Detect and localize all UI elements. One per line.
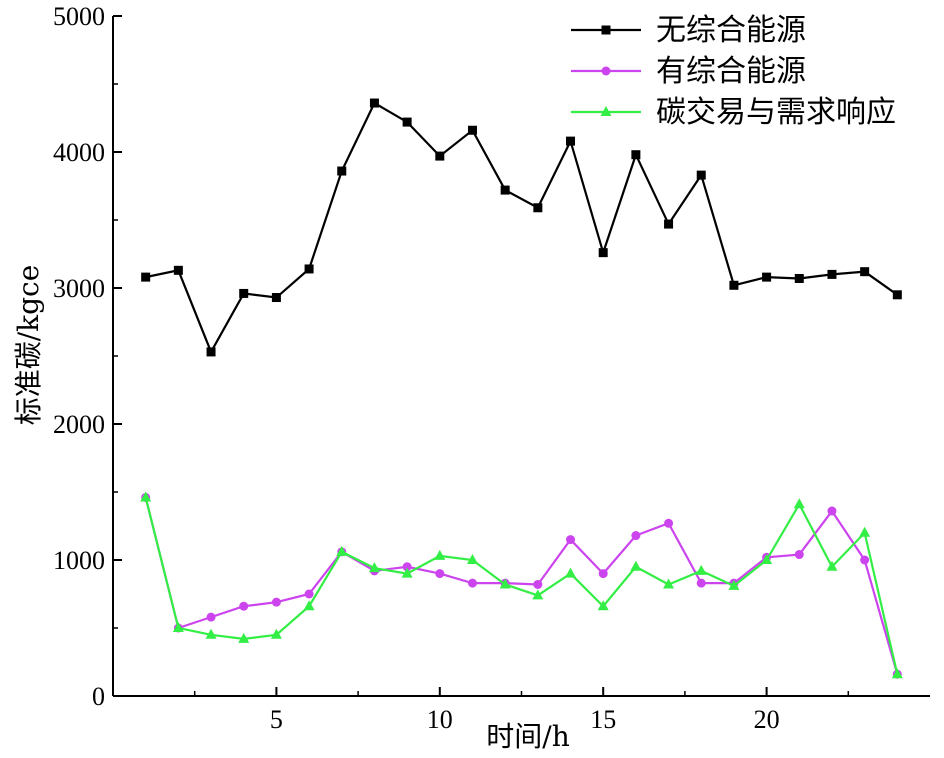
series-3-point (728, 579, 740, 590)
series-3-point (859, 526, 871, 537)
series-2-point (860, 555, 870, 565)
series-2-point (794, 550, 804, 560)
x-tick-label: 15 (590, 705, 616, 734)
series-1-point (467, 125, 477, 135)
series-1-point (664, 219, 674, 229)
legend-marker (600, 106, 612, 116)
legend-entry-1: 无综合能源 (571, 13, 806, 48)
x-tick-label: 10 (427, 705, 453, 734)
series-1-point (271, 293, 281, 303)
series-3-point (793, 498, 805, 509)
series-2-point (566, 535, 576, 545)
series-1-point (729, 280, 739, 290)
series-2-point (631, 531, 641, 541)
series-3-line (144, 497, 899, 675)
x-axis-title: 时间/h (486, 720, 569, 753)
y-tick-label: 1000 (53, 546, 105, 575)
series-3-point (597, 600, 609, 611)
series-2-point (402, 562, 412, 572)
series-3-point (303, 600, 315, 611)
series-1-point (239, 288, 249, 298)
series-1-point (762, 272, 772, 282)
series-3-point (140, 491, 152, 502)
y-tick-label: 3000 (53, 274, 105, 303)
series-1 (141, 98, 902, 357)
series-3-point (466, 554, 478, 564)
series-3-point (205, 628, 217, 639)
series-3-point (499, 578, 511, 589)
series-3-point (532, 589, 544, 600)
series-3-point (761, 554, 773, 564)
legend-marker (601, 66, 611, 76)
series-2-point (467, 578, 477, 588)
legend-marker (601, 25, 611, 35)
series-1-point (369, 98, 379, 108)
series-3-point (630, 560, 642, 571)
series-1-point (566, 136, 576, 146)
series-1-point (696, 170, 706, 180)
series-layer (140, 98, 903, 679)
series-1-point (631, 150, 641, 160)
y-tick-label: 5000 (53, 2, 105, 31)
series-1-point (304, 264, 314, 274)
legend-label: 碳交易与需求响应 (656, 95, 896, 130)
series-2-point (598, 569, 608, 579)
legend-label: 有综合能源 (656, 54, 806, 89)
series-2-point (827, 506, 837, 516)
series-1-point (598, 248, 608, 258)
series-2-point (696, 578, 706, 588)
y-tick-label: 0 (92, 682, 105, 711)
series-3 (140, 491, 903, 679)
legend-entry-2: 有综合能源 (571, 54, 806, 89)
series-3-point (401, 567, 413, 578)
series-2-point (206, 612, 216, 622)
series-2-point (271, 597, 281, 607)
series-3-point (270, 628, 282, 639)
series-1-point (500, 185, 510, 195)
series-3-point (565, 567, 577, 578)
legend-entry-3: 碳交易与需求响应 (571, 95, 896, 130)
series-1-point (402, 117, 412, 127)
series-1-point (827, 269, 837, 279)
series-1-line (145, 101, 898, 355)
series-1-point (173, 265, 183, 275)
series-3-point (663, 578, 675, 589)
x-tick-label: 20 (754, 705, 780, 734)
y-axis-title: 标准碳/kgce (12, 265, 45, 426)
series-1-point (337, 166, 347, 176)
series-3-point (695, 564, 707, 575)
y-tick-label: 4000 (53, 138, 105, 167)
series-1-point (892, 290, 902, 300)
series-3-point (891, 668, 903, 679)
legend-label: 无综合能源 (656, 13, 806, 48)
series-1-point (860, 267, 870, 277)
series-3-point (826, 560, 838, 571)
series-3-point (238, 632, 250, 643)
series-2-point (304, 589, 314, 599)
series-1-point (206, 347, 216, 357)
axis-ticks: 0 1000 2000 3000 4000 5000 5 10 15 20 (53, 2, 850, 734)
series-2 (141, 492, 902, 679)
series-1-point (794, 273, 804, 283)
series-3-point (172, 622, 184, 632)
x-tick-label: 5 (270, 705, 283, 734)
series-3-point (434, 549, 446, 560)
series-3-point (336, 545, 348, 556)
series-2-point (239, 601, 249, 611)
series-2-point (533, 579, 543, 589)
series-1-point (435, 151, 445, 161)
series-2-line (144, 497, 899, 675)
series-2-point (664, 518, 674, 528)
series-3-point (368, 562, 380, 573)
series-1-point (533, 203, 543, 213)
series-1-point (141, 272, 151, 282)
y-tick-label: 2000 (53, 410, 105, 439)
series-2-point (435, 569, 445, 579)
